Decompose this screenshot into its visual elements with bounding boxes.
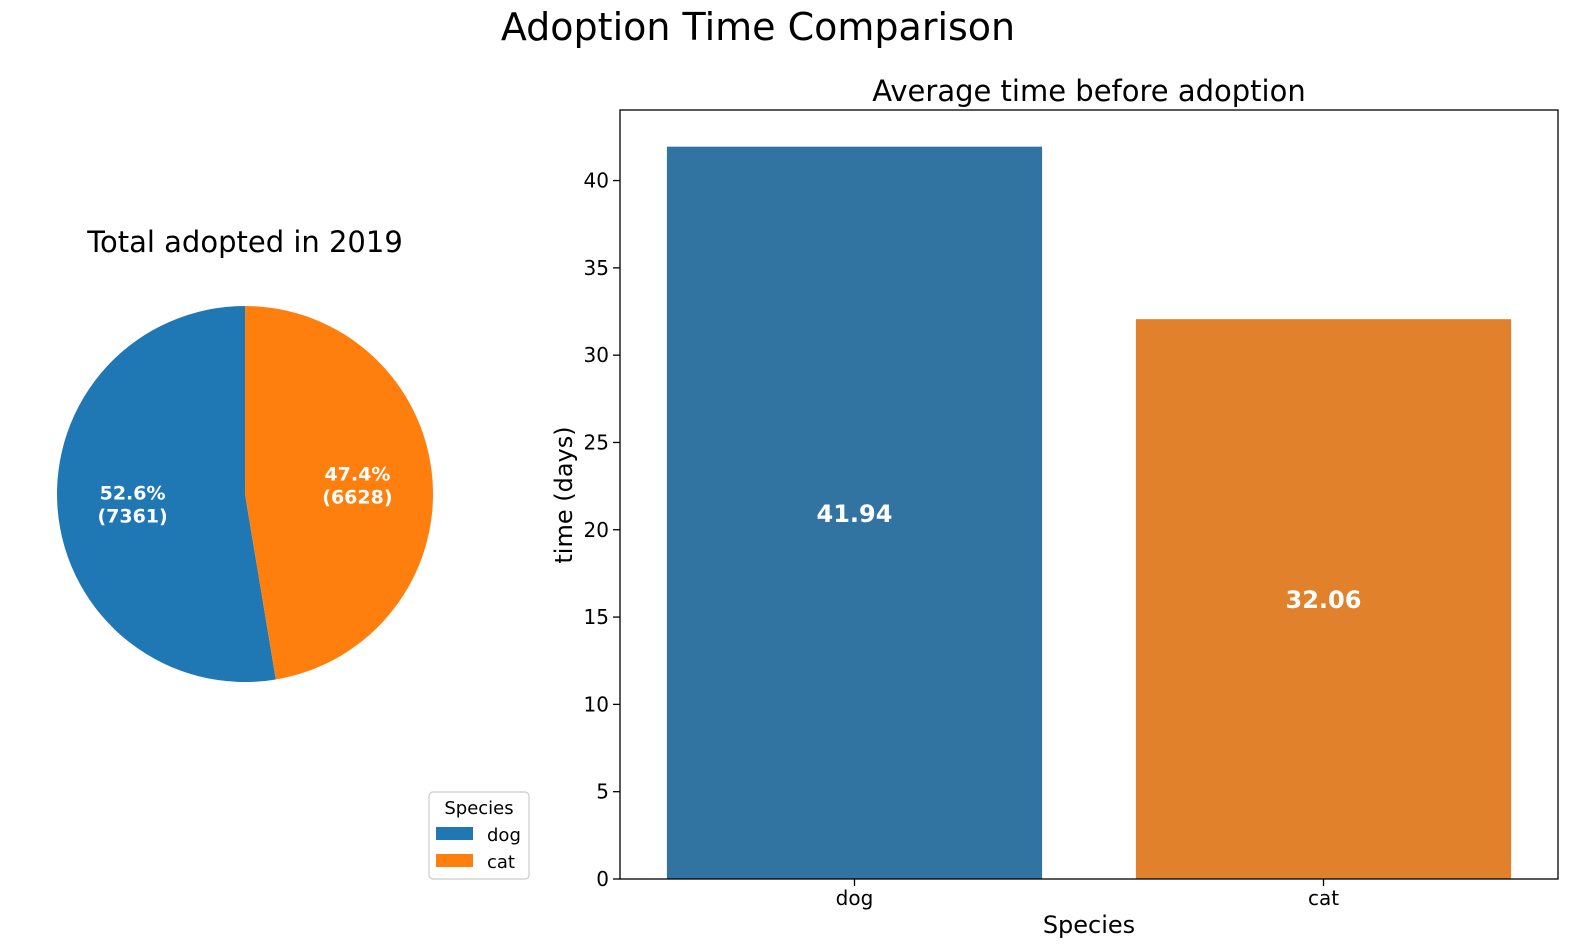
pie-legend: Species dog cat bbox=[428, 791, 530, 880]
y-tick-label: 10 bbox=[584, 692, 609, 716]
y-tick-label: 15 bbox=[584, 605, 609, 629]
legend-label-cat: cat bbox=[487, 852, 515, 873]
y-tick-label: 25 bbox=[584, 430, 609, 454]
legend-label-dog: dog bbox=[487, 825, 521, 846]
y-tick-label: 20 bbox=[584, 518, 609, 542]
bar-value-label-dog: 41.94 bbox=[817, 500, 893, 528]
legend-swatch-cat bbox=[436, 854, 473, 867]
pie-label-count-cat: (6628) bbox=[322, 487, 392, 509]
pie-label-percent-cat: 47.4% bbox=[324, 464, 390, 486]
bars: 41.94 32.06 bbox=[666, 146, 1512, 879]
bar-dog bbox=[666, 146, 1043, 879]
pie-label-count-dog: (7361) bbox=[97, 505, 167, 527]
y-tick-label: 35 bbox=[584, 256, 609, 280]
pie-slice-dog bbox=[56, 306, 276, 682]
plot-frame bbox=[619, 109, 1559, 880]
y-tick-label: 30 bbox=[584, 343, 609, 367]
x-axis-label: Species bbox=[1043, 911, 1135, 939]
y-tick-label: 0 bbox=[596, 867, 609, 891]
bar-cat bbox=[1135, 319, 1512, 879]
bar-chart-title: Average time before adoption bbox=[872, 74, 1305, 108]
y-tick-label: 40 bbox=[584, 169, 609, 193]
x-axis-ticks: dog cat bbox=[836, 879, 1339, 910]
pie-chart-title: Total adopted in 2019 bbox=[86, 225, 403, 259]
x-tick-label-cat: cat bbox=[1308, 886, 1339, 910]
bar-chart: Average time before adoption 0 5 10 15 20 25 3… bbox=[550, 74, 1559, 939]
y-axis-label: time (days) bbox=[550, 426, 578, 563]
legend-title: Species bbox=[444, 798, 513, 819]
x-tick-label-dog: dog bbox=[836, 886, 874, 910]
figure-title: Adoption Time Comparison bbox=[501, 5, 1015, 49]
pie-slice-cat bbox=[245, 306, 433, 680]
pie-labels: 52.6%(7361) 47.4%(6628) bbox=[97, 464, 392, 528]
pie-chart: Total adopted in 2019 52.6%(7361) 47.4%(6… bbox=[56, 225, 530, 880]
legend-swatch-dog bbox=[436, 827, 473, 840]
pie-label-percent-dog: 52.6% bbox=[100, 482, 166, 504]
y-tick-label: 5 bbox=[596, 780, 609, 804]
pie-slices bbox=[56, 306, 433, 682]
bar-value-label-cat: 32.06 bbox=[1286, 586, 1362, 614]
y-axis-ticks: 0 5 10 15 20 25 30 35 40 bbox=[584, 169, 620, 891]
